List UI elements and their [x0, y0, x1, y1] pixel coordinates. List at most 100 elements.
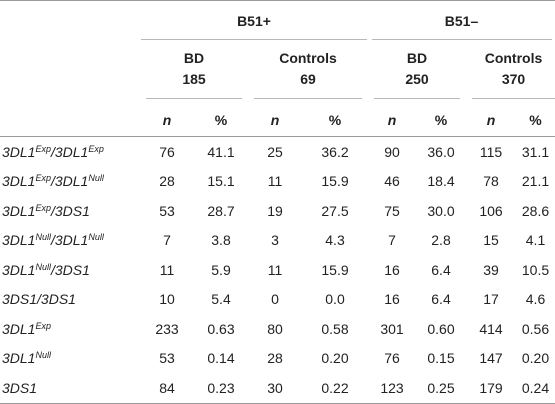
percent-cell: 5.4: [211, 291, 231, 308]
percent-cell: 41.1: [207, 143, 235, 160]
count-cell: 80: [267, 320, 283, 337]
genotype-allele-sup: Null: [35, 261, 51, 272]
genotype-allele: 3DS1: [2, 379, 38, 396]
percent-cell: 36.2: [321, 143, 349, 160]
count-cell: 233: [155, 320, 179, 337]
percent-cell: 0.23: [194, 373, 248, 404]
count-cell: 115: [479, 143, 503, 160]
genotype-allele-sup: Exp: [35, 320, 51, 331]
genotype-label: 3DS1/3DS1: [0, 285, 140, 315]
percent-cell: 5.9: [211, 261, 231, 278]
percent-cell: 18.4: [427, 173, 455, 190]
genotype-allele: 3DL1: [2, 143, 36, 160]
genotype-allele-sup: Null: [88, 173, 104, 184]
count-cell: 7: [388, 232, 396, 249]
genotype-separator: /: [50, 143, 55, 160]
count-cell: 15: [483, 232, 499, 249]
subgroup-count: 185: [182, 70, 206, 87]
count-cell: 53: [159, 350, 175, 367]
percent-cell: 6.4: [431, 261, 451, 278]
genotype-allele: 3DS1: [2, 291, 38, 308]
table-row: 3DL1Exp/3DS1 53 28.7 19 27.5 75 30.0 106 28.6: [0, 196, 555, 226]
genotype-allele: 3DL1: [2, 202, 36, 219]
genotype-allele-sup: Exp: [35, 202, 51, 213]
genotype-allele-sup: Null: [35, 232, 51, 243]
percent-cell: 28.6: [521, 202, 550, 219]
subgroup-header-cell: Controls 69: [248, 42, 368, 104]
percent-cell: 0.20: [321, 350, 349, 367]
count-cell: 46: [384, 173, 400, 190]
percent-cell: 0.22: [302, 373, 368, 404]
genotype-label: 3DL1Null/3DL1Null: [0, 226, 140, 256]
count-cell: 28: [159, 173, 175, 190]
genotype-allele: 3DL1: [2, 173, 36, 190]
genotype-allele: 3DL1: [2, 320, 36, 337]
table-row: 3DL1Exp/3DL1Null 28 15.1 11 15.9 46 18.4 78 21.1: [0, 167, 555, 197]
count-cell: 179: [466, 373, 516, 404]
percent-cell: 0.60: [427, 320, 455, 337]
percent-cell: 0.20: [521, 350, 550, 367]
percent-cell: 0.56: [521, 320, 550, 337]
percent-cell: 0.58: [321, 320, 349, 337]
genotype-label: 3DL1Exp/3DL1Exp: [0, 137, 140, 167]
count-cell: 75: [384, 202, 400, 219]
subgroup-count: 370: [501, 70, 526, 87]
percent-cell: 4.1: [525, 232, 546, 249]
group-header-b51-positive: B51+: [141, 3, 367, 40]
subgroup-header-cell: BD 250: [368, 42, 466, 104]
count-cell: 11: [267, 261, 283, 278]
count-cell: 76: [384, 350, 400, 367]
percent-cell: 30.0: [427, 202, 455, 219]
genotype-allele: 3DL1: [2, 261, 36, 278]
percent-cell: 6.4: [431, 291, 451, 308]
count-cell: 106: [479, 202, 503, 219]
percent-cell: 0.25: [416, 373, 466, 404]
pct-header: %: [416, 104, 466, 137]
percent-cell: 28.7: [207, 202, 235, 219]
percent-cell: 27.5: [321, 202, 349, 219]
genotype-separator: /: [50, 173, 55, 190]
pct-header: %: [516, 104, 555, 137]
count-cell: 90: [384, 143, 400, 160]
count-cell: 84: [140, 373, 194, 404]
percent-cell: 3.8: [211, 232, 231, 249]
percent-cell: 0.0: [325, 291, 345, 308]
genotype-allele: 3DS1: [54, 261, 90, 278]
table-row: 3DL1Exp 233 0.63 80 0.58 301 0.60 414 0.56: [0, 314, 555, 344]
genotype-label: 3DL1Exp: [0, 314, 140, 344]
subgroup-label: BD: [183, 49, 205, 66]
count-cell: 76: [159, 143, 175, 160]
n-header: n: [368, 104, 416, 137]
count-cell: 17: [483, 291, 499, 308]
column-header-row: n % n % n % n %: [0, 104, 555, 137]
count-cell: 10: [159, 291, 175, 308]
count-cell: 11: [267, 173, 283, 190]
genotype-allele-sup: Exp: [88, 143, 104, 154]
count-cell: 123: [368, 373, 416, 404]
percent-cell: 0.14: [207, 350, 235, 367]
pct-header: %: [302, 104, 368, 137]
count-cell: 30: [248, 373, 302, 404]
subgroup-header-cell: BD 185: [140, 42, 248, 104]
count-cell: 39: [483, 261, 499, 278]
table-body: 3DL1Exp/3DL1Exp 76 41.1 25 36.2 90 36.0 115 31.1…: [0, 137, 555, 404]
percent-cell: 36.0: [427, 143, 455, 160]
table-row: 3DL1Null 53 0.14 28 0.20 76 0.15 147 0.20: [0, 344, 555, 374]
group-header-row: B51+ B51–: [0, 0, 555, 42]
percent-cell: 15.1: [207, 173, 235, 190]
genotype-allele: 3DL1: [2, 232, 36, 249]
percent-cell: 15.9: [321, 261, 349, 278]
subgroup-header-cell: Controls 370: [466, 42, 555, 104]
genotype-allele: 3DS1: [54, 202, 90, 219]
percent-cell: 4.3: [325, 232, 345, 249]
count-cell: 16: [384, 291, 400, 308]
pct-header: %: [194, 104, 248, 137]
count-cell: 147: [479, 350, 503, 367]
count-cell: 0: [271, 291, 279, 308]
n-header: n: [466, 104, 516, 137]
count-cell: 16: [384, 261, 400, 278]
genotype-allele: 3DL1: [54, 232, 89, 249]
subgroup-label: BD: [406, 49, 428, 66]
table-row: 3DL1Exp/3DL1Exp 76 41.1 25 36.2 90 36.0 115 31.1: [0, 137, 555, 167]
